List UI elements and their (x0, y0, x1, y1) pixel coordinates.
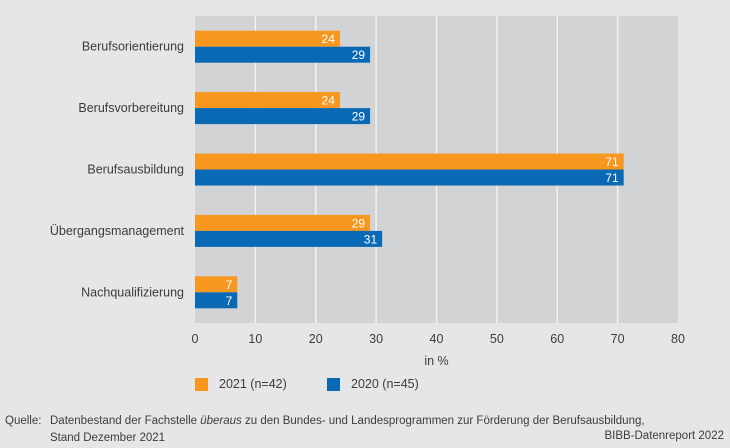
data-labels: 24 29 24 29 71 71 29 31 7 7 (226, 32, 619, 308)
bar-2020 (195, 108, 371, 125)
x-axis-ticks: 0 10 20 30 40 50 60 70 80 (192, 332, 685, 346)
bar-2021 (195, 276, 238, 293)
bar-2021 (195, 214, 371, 231)
bar-value-label: 31 (364, 232, 378, 246)
source-date: Stand Dezember 2021 (50, 432, 166, 444)
x-tick-label: 50 (490, 332, 504, 346)
legend-item-2020: 2020 (n=45) (327, 377, 459, 391)
category-label: Übergangsmanagement (50, 224, 185, 238)
x-tick-label: 30 (369, 332, 383, 346)
source-text-after: zu den Bundes- und Landesprogrammen zur … (245, 415, 645, 427)
bar-value-label: 29 (352, 110, 366, 124)
bar-value-label: 29 (352, 48, 366, 62)
x-tick-label: 40 (430, 332, 444, 346)
legend-swatch-2020 (327, 377, 340, 391)
x-tick-label: 0 (192, 332, 199, 346)
bar-2020 (195, 230, 383, 247)
legend: 2021 (n=42) 2020 (n=45) (195, 377, 459, 391)
source-label: Quelle: (5, 415, 42, 427)
bars (195, 30, 624, 309)
bar-value-label: 24 (322, 94, 336, 108)
source-note: Quelle: Datenbestand der Fachstelle übera… (5, 413, 645, 447)
legend-label-2021: 2021 (n=42) (219, 377, 287, 391)
x-axis-title: in % (424, 354, 448, 368)
legend-swatch-2021 (195, 377, 208, 391)
category-label: Nachqualifizierung (81, 285, 184, 299)
category-label: Berufsvorbereitung (78, 101, 184, 115)
bar-2020 (195, 292, 238, 309)
x-tick-label: 80 (671, 332, 685, 346)
bar-2021 (195, 92, 340, 109)
bar-value-label: 24 (322, 32, 336, 46)
source-emphasis: überaus (200, 415, 242, 427)
category-label: Berufsorientierung (82, 40, 184, 54)
x-tick-label: 20 (309, 332, 323, 346)
bar-value-label: 29 (352, 216, 366, 230)
category-labels: Berufsorientierung Berufsvorbereitung Beru… (50, 40, 185, 300)
legend-item-2021: 2021 (n=42) (195, 377, 327, 391)
x-tick-label: 60 (550, 332, 564, 346)
x-tick-label: 10 (248, 332, 262, 346)
bar-value-label: 71 (605, 155, 619, 169)
credit: BIBB-Datenreport 2022 (604, 430, 724, 442)
bar-2020 (195, 46, 371, 63)
legend-label-2020: 2020 (n=45) (351, 377, 419, 391)
category-label: Berufsausbildung (87, 163, 184, 177)
source-text-before: Datenbestand der Fachstelle (50, 415, 198, 427)
bar-2020 (195, 169, 624, 186)
x-tick-label: 70 (611, 332, 625, 346)
bar-value-label: 71 (605, 171, 619, 185)
bar-2021 (195, 153, 624, 170)
bar-value-label: 7 (226, 278, 233, 292)
bar-2021 (195, 30, 340, 47)
bar-value-label: 7 (226, 294, 233, 308)
